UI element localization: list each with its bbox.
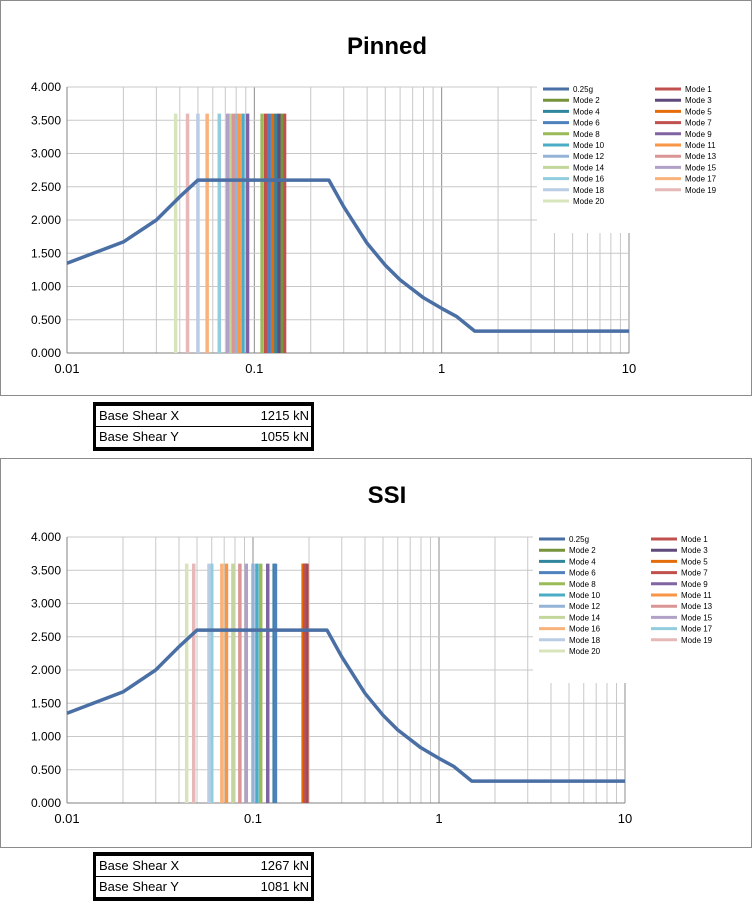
legend-label: Mode 9 bbox=[685, 130, 712, 139]
legend-label: Mode 2 bbox=[569, 546, 596, 555]
base-shear-y-value: 1055 kN bbox=[260, 429, 309, 444]
y-tick-label: 0.500 bbox=[31, 313, 61, 327]
legend-label: Mode 10 bbox=[569, 591, 601, 600]
x-tick-label: 10 bbox=[622, 361, 636, 376]
chart-panel-ssi: SSI 0.000 0.500 1.000 1.500 2.000 2.500 3.000 3.… bbox=[0, 458, 752, 848]
legend-background bbox=[533, 533, 747, 683]
chart-title: SSI bbox=[368, 482, 407, 509]
y-tick-label: 3.500 bbox=[31, 563, 61, 577]
legend-label: Mode 7 bbox=[681, 569, 708, 578]
legend-label: Mode 11 bbox=[681, 591, 712, 600]
spectrum-line bbox=[66, 178, 629, 333]
legend-label: Mode 6 bbox=[569, 569, 596, 578]
chart-ssi: SSI 0.000 0.500 1.000 1.500 2.000 2.500 3.000 3.… bbox=[31, 482, 747, 826]
legend-label: Mode 14 bbox=[573, 163, 605, 172]
base-shear-y-value: 1081 kN bbox=[260, 879, 309, 894]
y-tick-label: 2.500 bbox=[31, 630, 61, 644]
chart-panel-pinned: Pinned 0.000 0.500 1.000 1.500 2.000 2.500 3.00… bbox=[0, 0, 752, 396]
y-tick-label: 0.000 bbox=[31, 796, 61, 810]
x-tick-label: 0.01 bbox=[54, 811, 79, 826]
legend-label: Mode 8 bbox=[569, 580, 596, 589]
base-shear-x-row: Base Shear X 1215 kN bbox=[96, 406, 311, 426]
x-tick-label: 10 bbox=[618, 811, 632, 826]
legend-label: Mode 5 bbox=[681, 557, 708, 566]
legend-label: Mode 1 bbox=[681, 535, 708, 544]
legend-label: Mode 7 bbox=[685, 119, 712, 128]
legend-label: Mode 18 bbox=[569, 636, 601, 645]
y-tick-label: 2.000 bbox=[31, 663, 61, 677]
base-shear-x-row: Base Shear X 1267 kN bbox=[96, 856, 311, 876]
base-shear-y-label: Base Shear Y bbox=[99, 429, 179, 444]
legend-label: Mode 13 bbox=[681, 602, 713, 611]
spectrum-line bbox=[66, 628, 625, 783]
x-tick-label: 1 bbox=[438, 361, 445, 376]
y-tick-label: 0.500 bbox=[31, 763, 61, 777]
legend-label: Mode 16 bbox=[569, 625, 601, 634]
legend-label: Mode 13 bbox=[685, 152, 717, 161]
legend-label: Mode 5 bbox=[685, 107, 712, 116]
x-tick-label: 0.1 bbox=[245, 361, 263, 376]
base-shear-x-value: 1267 kN bbox=[260, 858, 309, 873]
y-tick-label: 4.000 bbox=[31, 530, 61, 544]
y-tick-label: 4.000 bbox=[31, 80, 61, 94]
base-shear-x-label: Base Shear X bbox=[99, 858, 180, 873]
legend-label: Mode 15 bbox=[685, 163, 717, 172]
legend-label: Mode 4 bbox=[569, 557, 596, 566]
chart-title: Pinned bbox=[347, 33, 427, 60]
x-tick-label: 0.01 bbox=[54, 361, 79, 376]
legend-label: Mode 2 bbox=[573, 96, 600, 105]
y-tick-label: 1.500 bbox=[31, 246, 61, 260]
legend-label: Mode 3 bbox=[685, 96, 712, 105]
y-tick-label: 1.500 bbox=[31, 696, 61, 710]
legend-label: Mode 15 bbox=[681, 613, 713, 622]
base-shear-x-label: Base Shear X bbox=[99, 408, 180, 423]
base-shear-table-pinned: Base Shear X 1215 kN Base Shear Y 1055 k… bbox=[93, 402, 314, 451]
y-tick-label: 3.000 bbox=[31, 147, 61, 161]
base-shear-y-row: Base Shear Y 1055 kN bbox=[96, 427, 311, 447]
legend-label: Mode 10 bbox=[573, 141, 605, 150]
legend-label: Mode 18 bbox=[573, 186, 605, 195]
legend-label: Mode 12 bbox=[573, 152, 605, 161]
y-tick-label: 1.000 bbox=[31, 730, 61, 744]
y-tick-label: 0.000 bbox=[31, 346, 61, 360]
legend-label: Mode 6 bbox=[573, 119, 600, 128]
base-shear-x-value: 1215 kN bbox=[260, 408, 309, 423]
x-tick-label: 1 bbox=[435, 811, 442, 826]
legend-label: Mode 17 bbox=[681, 625, 713, 634]
legend-label: Mode 16 bbox=[573, 175, 605, 184]
y-tick-label: 2.000 bbox=[31, 213, 61, 227]
legend-label: Mode 20 bbox=[573, 197, 605, 206]
legend-label: Mode 9 bbox=[681, 580, 708, 589]
x-tick-label: 0.1 bbox=[244, 811, 262, 826]
y-tick-label: 3.000 bbox=[31, 597, 61, 611]
legend-label: 0.25g bbox=[569, 535, 589, 544]
base-shear-table-ssi: Base Shear X 1267 kN Base Shear Y 1081 k… bbox=[93, 852, 314, 901]
legend-label: 0.25g bbox=[573, 85, 593, 94]
legend-label: Mode 8 bbox=[573, 130, 600, 139]
legend-background bbox=[537, 83, 751, 233]
base-shear-y-label: Base Shear Y bbox=[99, 879, 179, 894]
legend-label: Mode 11 bbox=[685, 141, 716, 150]
y-tick-label: 3.500 bbox=[31, 113, 61, 127]
legend-label: Mode 17 bbox=[685, 175, 717, 184]
y-tick-label: 2.500 bbox=[31, 180, 61, 194]
legend-label: Mode 1 bbox=[685, 85, 712, 94]
legend-label: Mode 3 bbox=[681, 546, 708, 555]
legend-label: Mode 14 bbox=[569, 613, 601, 622]
legend-label: Mode 19 bbox=[681, 636, 713, 645]
base-shear-y-row: Base Shear Y 1081 kN bbox=[96, 877, 311, 897]
legend-label: Mode 20 bbox=[569, 647, 601, 656]
legend-label: Mode 12 bbox=[569, 602, 601, 611]
legend-label: Mode 19 bbox=[685, 186, 717, 195]
chart-pinned: Pinned 0.000 0.500 1.000 1.500 2.000 2.500 3.00… bbox=[31, 33, 751, 376]
y-tick-label: 1.000 bbox=[31, 280, 61, 294]
legend-label: Mode 4 bbox=[573, 107, 600, 116]
